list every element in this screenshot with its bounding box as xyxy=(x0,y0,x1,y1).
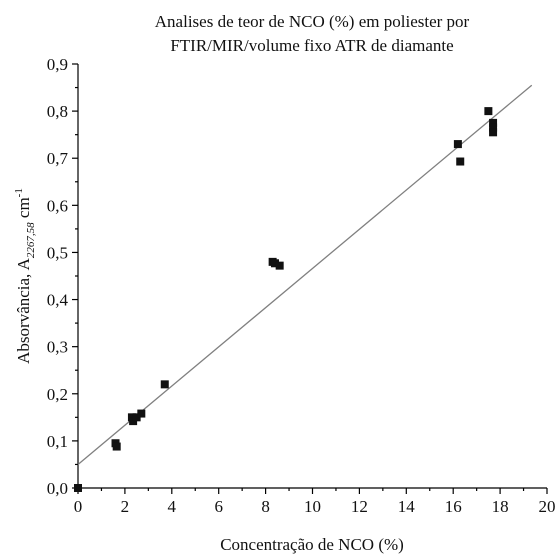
data-point xyxy=(456,157,465,166)
x-axis-title: Concentração de NCO (%) xyxy=(220,535,404,554)
y-tick-label: 0,0 xyxy=(47,479,68,498)
data-point xyxy=(489,128,498,137)
data-point xyxy=(160,380,169,389)
x-tick-label: 20 xyxy=(539,497,556,516)
y-tick-label: 0,1 xyxy=(47,432,68,451)
y-tick-label: 0,7 xyxy=(47,149,69,168)
y-axis-title: Absorvância, A2267,58 cm-1 xyxy=(13,188,37,364)
y-axis-title-main: Absorvância, A xyxy=(14,257,33,363)
y-tick-label: 0,2 xyxy=(47,385,68,404)
x-tick-label: 12 xyxy=(351,497,368,516)
y-tick-label: 0,9 xyxy=(47,55,68,74)
x-tick-label: 14 xyxy=(398,497,416,516)
x-tick-label: 4 xyxy=(168,497,177,516)
data-point xyxy=(489,118,498,127)
axes: 0 2 4 6 8 10 12 14 16 18 20 0,0 0,1 0,2 0,3 0,4 0,5 0,6 0,… xyxy=(47,55,556,516)
y-tick-label: 0,5 xyxy=(47,243,68,262)
data-point xyxy=(132,413,141,422)
x-tick-label: 2 xyxy=(121,497,130,516)
data-points xyxy=(74,107,498,492)
data-point xyxy=(270,259,279,268)
y-axis-title-superscript: -1 xyxy=(13,188,25,197)
data-point xyxy=(74,484,82,492)
x-tick-label: 16 xyxy=(445,497,462,516)
data-point xyxy=(453,140,462,149)
y-tick-label: 0,3 xyxy=(47,338,68,357)
y-tick-label: 0,6 xyxy=(47,196,68,215)
x-tick-label: 8 xyxy=(261,497,270,516)
x-tick-label: 6 xyxy=(214,497,223,516)
data-point xyxy=(275,261,284,270)
chart-title-line-2: FTIR/MIR/volume fixo ATR de diamante xyxy=(170,36,453,55)
y-tick-label: 0,8 xyxy=(47,102,68,121)
fit-line-group xyxy=(77,84,533,465)
x-tick-label: 18 xyxy=(492,497,509,516)
data-point xyxy=(484,107,493,116)
data-point xyxy=(112,442,121,451)
data-point xyxy=(489,123,498,132)
x-tick-label: 10 xyxy=(304,497,321,516)
y-axis-title-unit: cm xyxy=(14,197,33,222)
chart-title-line-1: Analises de teor de NCO (%) em poliester… xyxy=(155,12,470,31)
y-tick-label: 0,4 xyxy=(47,291,69,310)
y-axis-title-subscript: 2267,58 xyxy=(25,222,37,258)
x-tick-label: 0 xyxy=(74,497,83,516)
fit-line xyxy=(77,84,533,465)
data-point xyxy=(137,409,146,418)
